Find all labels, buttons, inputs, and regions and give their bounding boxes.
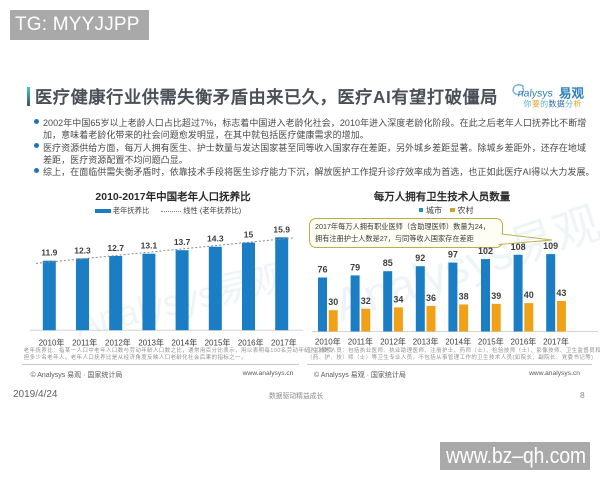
svg-text:2017年: 2017年 (271, 338, 297, 348)
svg-text:30: 30 (328, 297, 338, 307)
svg-text:易观: 易观 (559, 87, 585, 101)
svg-text:2010年: 2010年 (39, 338, 65, 348)
svg-text:nalysys: nalysys (517, 88, 553, 100)
svg-text:97: 97 (448, 250, 458, 260)
svg-text:76: 76 (317, 265, 327, 275)
svg-text:32: 32 (361, 296, 371, 306)
svg-text:102: 102 (478, 246, 493, 256)
svg-text:2013年: 2013年 (138, 338, 164, 348)
svg-text:2016年: 2016年 (511, 337, 537, 347)
svg-text:2014年: 2014年 (171, 338, 197, 348)
svg-text:13.7: 13.7 (174, 237, 191, 247)
svg-text:36: 36 (426, 293, 436, 303)
svg-text:15: 15 (244, 230, 254, 240)
svg-text:43: 43 (556, 288, 566, 298)
svg-text:13.1: 13.1 (141, 241, 158, 251)
svg-text:2011年: 2011年 (72, 338, 97, 348)
svg-text:15.9: 15.9 (273, 224, 290, 234)
svg-text:12.7: 12.7 (107, 243, 124, 253)
svg-text:85: 85 (383, 258, 393, 268)
svg-text:38: 38 (459, 292, 469, 302)
svg-text:92: 92 (415, 253, 425, 263)
svg-text:2017年: 2017年 (543, 337, 569, 347)
svg-text:108: 108 (511, 242, 526, 252)
svg-text:2012年: 2012年 (380, 337, 406, 347)
svg-text:2016年: 2016年 (238, 338, 264, 348)
svg-text:你要的数据分析: 你要的数据分析 (524, 99, 582, 109)
svg-text:40: 40 (524, 290, 534, 300)
svg-text:79: 79 (350, 262, 360, 272)
svg-text:2011年: 2011年 (348, 337, 373, 347)
svg-text:39: 39 (491, 291, 501, 301)
svg-text:11.9: 11.9 (41, 248, 57, 258)
svg-text:2015年: 2015年 (478, 337, 504, 347)
svg-text:2014年: 2014年 (445, 337, 471, 347)
svg-text:34: 34 (393, 294, 403, 304)
svg-text:12.3: 12.3 (74, 245, 91, 255)
svg-text:14.3: 14.3 (207, 234, 224, 244)
svg-text:2010年: 2010年 (315, 337, 341, 347)
svg-text:109: 109 (543, 241, 558, 251)
svg-text:2015年: 2015年 (205, 338, 231, 348)
svg-text:2013年: 2013年 (413, 337, 439, 347)
svg-text:2012年: 2012年 (105, 338, 131, 348)
